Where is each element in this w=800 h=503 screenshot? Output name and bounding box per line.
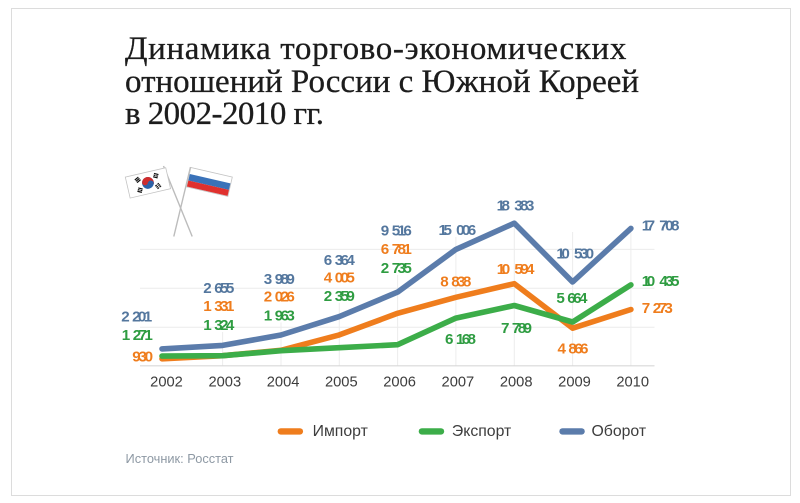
svg-text:17: 17 (642, 217, 655, 234)
svg-text:838: 838 (451, 273, 471, 290)
svg-text:273: 273 (653, 300, 673, 317)
svg-text:5: 5 (556, 290, 565, 307)
svg-text:6: 6 (381, 241, 389, 258)
svg-text:516: 516 (392, 222, 412, 239)
svg-text:Экспорт: Экспорт (452, 423, 511, 440)
svg-text:005: 005 (335, 269, 356, 286)
svg-text:10: 10 (642, 273, 655, 290)
svg-text:Источник: Росстат: Источник: Росстат (126, 451, 234, 466)
svg-text:359: 359 (335, 288, 355, 305)
svg-text:201: 201 (132, 308, 153, 325)
svg-text:2002: 2002 (150, 374, 183, 390)
svg-text:168: 168 (456, 331, 476, 348)
svg-text:7: 7 (501, 320, 509, 337)
svg-text:1: 1 (203, 317, 212, 334)
svg-text:530: 530 (574, 245, 594, 262)
svg-text:15: 15 (439, 222, 453, 239)
svg-text:Импорт: Импорт (313, 423, 368, 440)
svg-text:866: 866 (568, 340, 588, 357)
svg-text:655: 655 (214, 280, 235, 297)
svg-text:2: 2 (381, 260, 389, 277)
svg-text:1: 1 (203, 298, 212, 315)
svg-text:789: 789 (512, 320, 532, 337)
svg-text:2006: 2006 (383, 374, 416, 390)
svg-text:9: 9 (381, 222, 389, 239)
svg-text:3: 3 (264, 271, 272, 288)
svg-text:2: 2 (324, 288, 332, 305)
svg-text:435: 435 (659, 273, 680, 290)
svg-text:4: 4 (558, 340, 567, 357)
svg-text:1: 1 (264, 308, 273, 325)
svg-text:271: 271 (133, 327, 154, 344)
svg-text:594: 594 (514, 261, 535, 278)
svg-text:324: 324 (214, 317, 235, 334)
svg-text:2005: 2005 (325, 374, 358, 390)
svg-text:18: 18 (497, 198, 510, 215)
svg-text:2: 2 (121, 308, 129, 325)
svg-text:708: 708 (659, 217, 679, 234)
svg-text:026: 026 (275, 288, 295, 305)
svg-text:8: 8 (440, 273, 448, 290)
svg-text:2: 2 (264, 288, 272, 305)
svg-text:1: 1 (122, 327, 131, 344)
svg-text:781: 781 (392, 241, 413, 258)
svg-text:006: 006 (456, 222, 476, 239)
svg-text:2010: 2010 (616, 374, 649, 390)
svg-text:4: 4 (324, 269, 333, 286)
svg-text:2009: 2009 (558, 374, 591, 390)
svg-text:10: 10 (497, 261, 510, 278)
svg-text:Оборот: Оборот (592, 423, 647, 440)
svg-text:2008: 2008 (500, 374, 533, 390)
svg-text:735: 735 (392, 260, 413, 277)
svg-text:664: 664 (567, 290, 588, 307)
svg-text:989: 989 (275, 271, 295, 288)
svg-text:331: 331 (214, 298, 235, 315)
svg-text:7: 7 (642, 300, 650, 317)
svg-text:930: 930 (132, 349, 153, 366)
svg-text:10: 10 (556, 245, 569, 262)
svg-text:2004: 2004 (267, 374, 300, 390)
svg-text:2: 2 (203, 280, 211, 297)
svg-text:364: 364 (335, 252, 356, 269)
svg-text:383: 383 (514, 198, 534, 215)
svg-text:6: 6 (324, 252, 332, 269)
svg-text:2003: 2003 (208, 374, 241, 390)
svg-text:2007: 2007 (442, 374, 475, 390)
svg-text:6: 6 (445, 331, 453, 348)
svg-text:963: 963 (275, 308, 295, 325)
